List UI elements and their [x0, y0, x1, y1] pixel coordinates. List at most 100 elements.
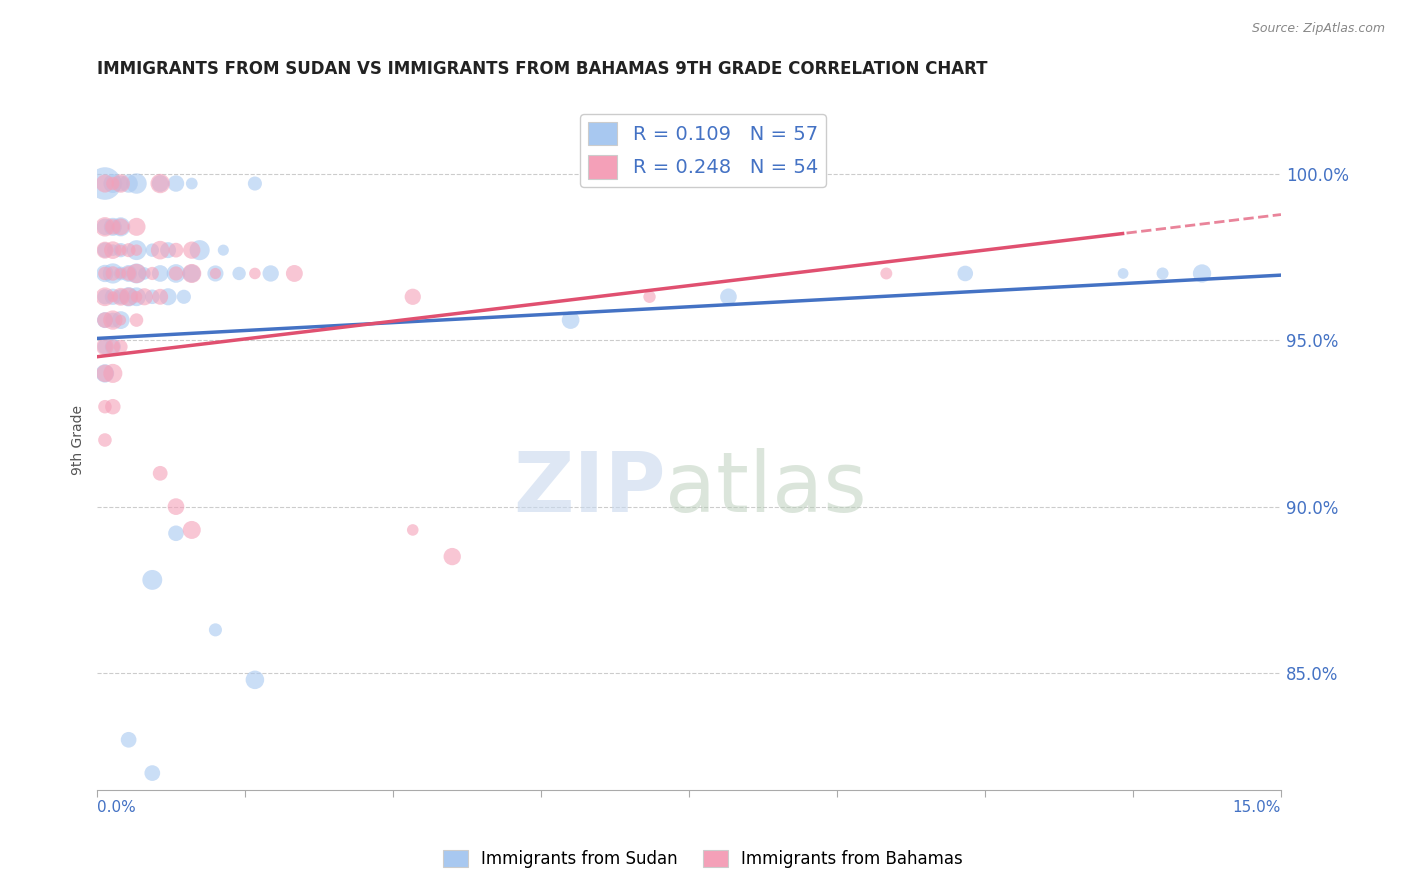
Point [101, 177, 124, 191]
Point [141, 573, 163, 587]
Point [117, 267, 139, 281]
Point [141, 290, 163, 304]
Point [94, 219, 117, 234]
Point [402, 290, 425, 304]
Point [94, 290, 117, 304]
Point [212, 243, 235, 257]
Point [141, 267, 163, 281]
Point [125, 243, 148, 257]
Point [101, 243, 124, 257]
Point [149, 177, 172, 191]
Point [165, 267, 187, 281]
Point [94, 340, 117, 354]
Point [402, 523, 425, 537]
Point [243, 673, 266, 687]
Point [94, 177, 117, 191]
Point [117, 267, 139, 281]
Point [165, 243, 187, 257]
Text: 15.0%: 15.0% [1233, 800, 1281, 814]
Point [110, 177, 132, 191]
Point [1112, 267, 1135, 281]
Point [125, 290, 148, 304]
Point [94, 267, 117, 281]
Point [204, 267, 226, 281]
Point [94, 367, 117, 381]
Text: Source: ZipAtlas.com: Source: ZipAtlas.com [1251, 22, 1385, 36]
Point [117, 290, 139, 304]
Point [149, 243, 172, 257]
Point [101, 367, 124, 381]
Point [101, 267, 124, 281]
Point [110, 313, 132, 327]
Point [173, 290, 195, 304]
Point [94, 400, 117, 414]
Point [101, 340, 124, 354]
Point [110, 267, 132, 281]
Point [94, 313, 117, 327]
Point [165, 267, 187, 281]
Text: atlas: atlas [665, 449, 868, 530]
Point [94, 219, 117, 234]
Point [180, 267, 202, 281]
Point [110, 313, 132, 327]
Point [101, 340, 124, 354]
Point [94, 243, 117, 257]
Point [110, 290, 132, 304]
Point [149, 290, 172, 304]
Point [180, 243, 202, 257]
Point [125, 219, 148, 234]
Point [717, 290, 740, 304]
Point [149, 267, 172, 281]
Point [134, 267, 156, 281]
Y-axis label: 9th Grade: 9th Grade [72, 405, 86, 475]
Point [110, 219, 132, 234]
Point [101, 243, 124, 257]
Point [110, 243, 132, 257]
Point [101, 267, 124, 281]
Point [125, 243, 148, 257]
Point [94, 367, 117, 381]
Point [141, 766, 163, 780]
Point [157, 243, 180, 257]
Legend: Immigrants from Sudan, Immigrants from Bahamas: Immigrants from Sudan, Immigrants from B… [436, 843, 970, 875]
Point [441, 549, 464, 564]
Point [94, 433, 117, 447]
Point [110, 290, 132, 304]
Point [1152, 267, 1174, 281]
Point [875, 267, 897, 281]
Point [141, 243, 163, 257]
Point [560, 313, 582, 327]
Point [283, 267, 305, 281]
Point [125, 313, 148, 327]
Point [101, 219, 124, 234]
Text: 0.0%: 0.0% [97, 800, 136, 814]
Text: IMMIGRANTS FROM SUDAN VS IMMIGRANTS FROM BAHAMAS 9TH GRADE CORRELATION CHART: IMMIGRANTS FROM SUDAN VS IMMIGRANTS FROM… [97, 60, 987, 78]
Point [157, 290, 180, 304]
Point [180, 267, 202, 281]
Point [94, 243, 117, 257]
Point [125, 267, 148, 281]
Point [204, 623, 226, 637]
Point [125, 177, 148, 191]
Point [110, 243, 132, 257]
Point [94, 290, 117, 304]
Point [955, 267, 977, 281]
Point [243, 177, 266, 191]
Point [101, 290, 124, 304]
Point [101, 219, 124, 234]
Point [134, 290, 156, 304]
Point [101, 177, 124, 191]
Point [94, 340, 117, 354]
Legend: R = 0.109   N = 57, R = 0.248   N = 54: R = 0.109 N = 57, R = 0.248 N = 54 [581, 114, 825, 186]
Point [101, 400, 124, 414]
Point [180, 177, 202, 191]
Point [204, 267, 226, 281]
Point [101, 290, 124, 304]
Point [180, 523, 202, 537]
Point [117, 243, 139, 257]
Point [638, 290, 661, 304]
Point [110, 340, 132, 354]
Point [94, 313, 117, 327]
Point [125, 267, 148, 281]
Point [94, 267, 117, 281]
